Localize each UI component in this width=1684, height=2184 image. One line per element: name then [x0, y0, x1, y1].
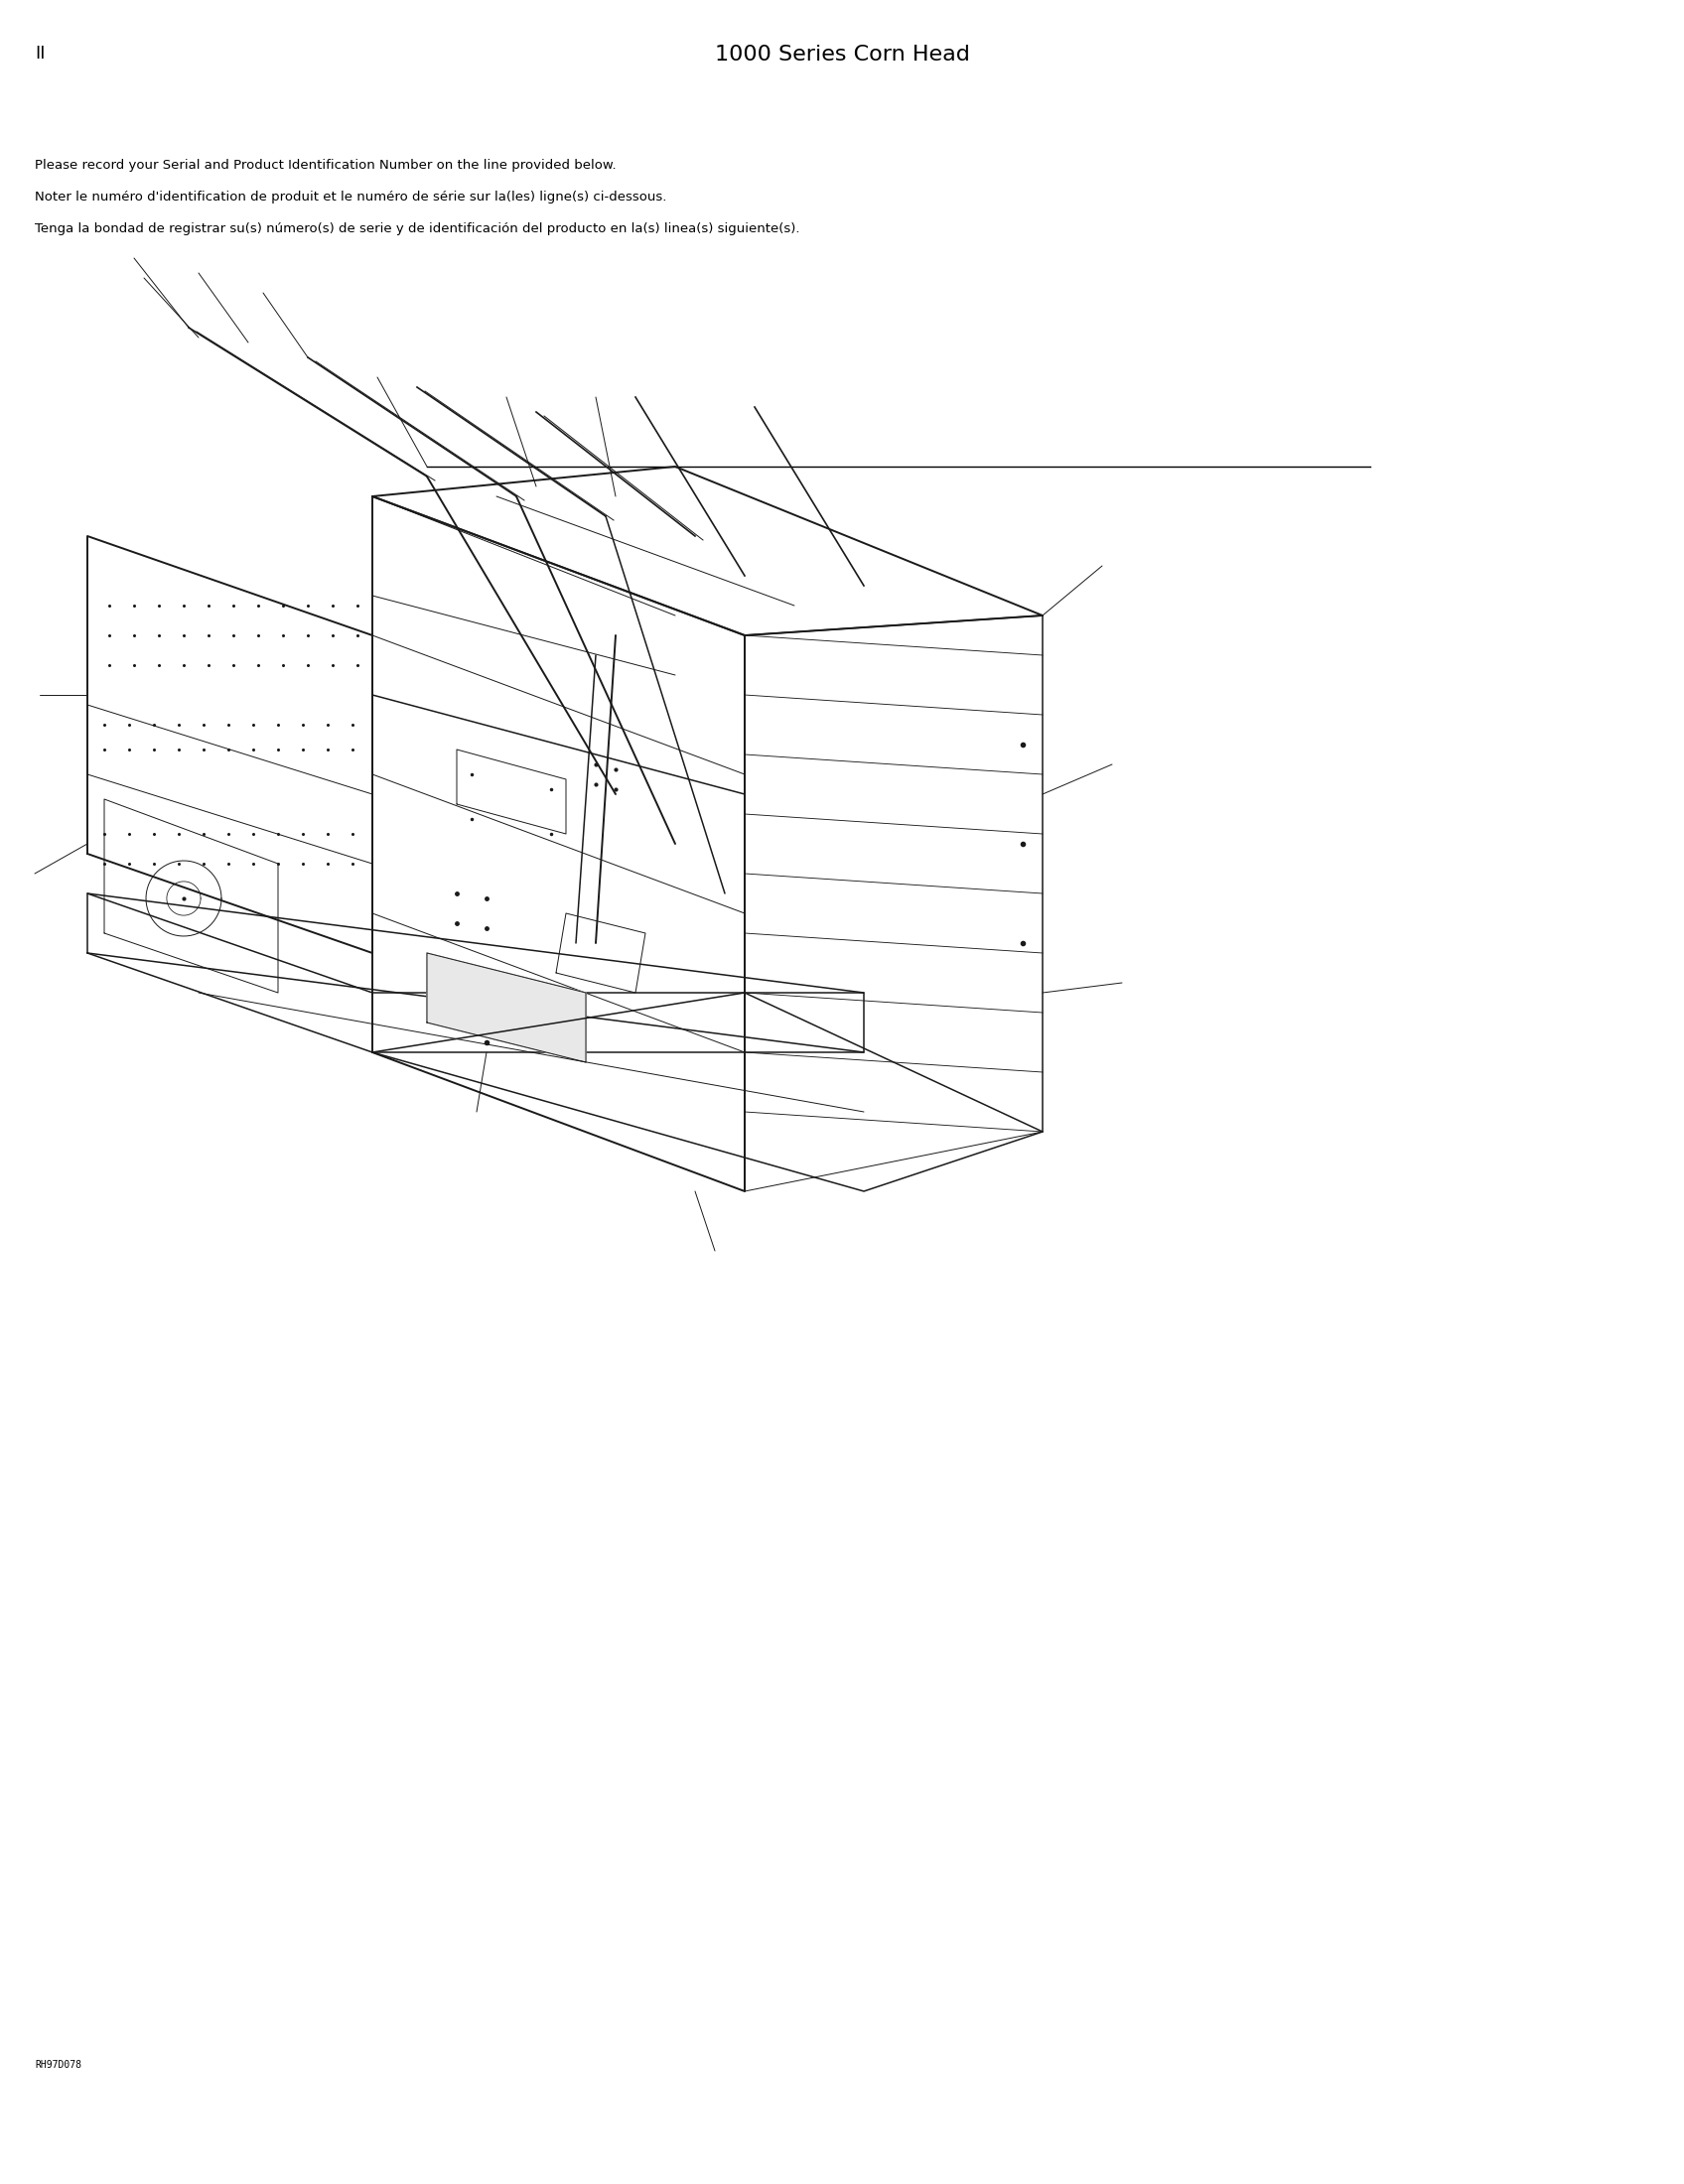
Text: Noter le numéro d'identification de produit et le numéro de série sur la(les) li: Noter le numéro d'identification de prod…	[35, 190, 667, 203]
Polygon shape	[428, 952, 586, 1061]
Text: 1000 Series Corn Head: 1000 Series Corn Head	[714, 44, 970, 66]
Text: Tenga la bondad de registrar su(s) número(s) de serie y de identificación del pr: Tenga la bondad de registrar su(s) númer…	[35, 223, 800, 236]
Text: II: II	[35, 44, 45, 63]
Text: RH97D078: RH97D078	[35, 2060, 81, 2070]
Text: Please record your Serial and Product Identification Number on the line provided: Please record your Serial and Product Id…	[35, 159, 616, 173]
